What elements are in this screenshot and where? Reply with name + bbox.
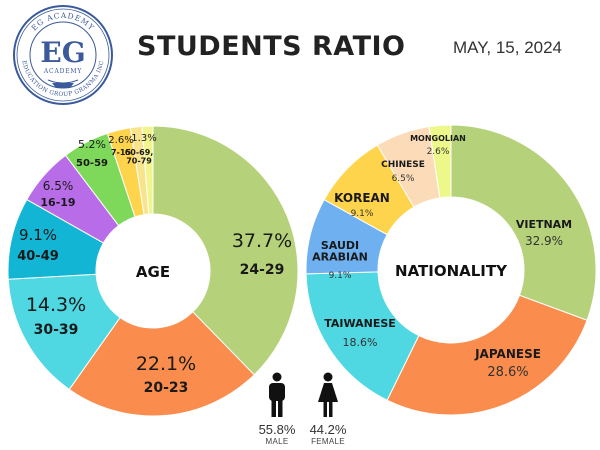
female-label: FEMALE [311, 437, 345, 446]
chart-0-slice-1-label: 20-23 [144, 380, 189, 396]
chart-1-center-label: NATIONALITY [395, 262, 508, 280]
chart-0-slice-3-label: 40-49 [17, 249, 59, 264]
chart-0-slice-4-label: 16-19 [40, 196, 75, 209]
chart-0-slice-3-value: 9.1% [19, 226, 57, 244]
chart-1-center [378, 197, 524, 343]
chart-1-slice-1-value: 28.6% [487, 365, 528, 380]
female-percent: 44.2% [309, 422, 347, 437]
chart-1-slice-4-label: KOREAN [334, 191, 390, 205]
report-date: MAY, 15, 2024 [453, 38, 563, 57]
chart-1-slice-5-value: 6.5% [392, 174, 415, 184]
chart-1-slice-3-label: SAUDI ARABIAN [312, 239, 368, 264]
chart-0-slice-2-value: 14.3% [26, 294, 86, 316]
svg-text:ACADEMY: ACADEMY [43, 68, 82, 75]
chart-1-slice-0-value: 32.9% [525, 234, 563, 248]
chart-0-slice-0-label: 24-29 [240, 262, 285, 278]
chart-0-slice-6-value: 2.6% [108, 135, 133, 146]
chart-0-slice-7-value: 1.3% [131, 133, 156, 144]
eg-academy-logo: EG ACADEMY EDUCATION GROUP GRANMA INC EG… [13, 5, 113, 105]
chart-0-slice-7-label: 60-69, 70-79 [125, 148, 154, 165]
chart-1-slice-4-value: 9.1% [351, 209, 374, 219]
chart-0-slice-5-label: 50-59 [76, 158, 108, 169]
male-percent: 55.8% [258, 422, 296, 437]
chart-1-slice-0-label: VIETNAM [516, 218, 572, 231]
chart-0-slice-6-label: 7-15 [111, 148, 131, 157]
chart-0-center [96, 214, 210, 328]
chart-0-slice-1-value: 22.1% [136, 353, 196, 375]
chart-1-slice-5-label: CHINESE [381, 160, 425, 170]
chart-0-slice-2-label: 30-39 [34, 322, 79, 338]
chart-0-center-label: AGE [136, 263, 170, 281]
page-title: STUDENTS RATIO [137, 31, 406, 62]
female-icon [318, 372, 338, 417]
logo-initials: EG [40, 36, 85, 69]
chart-1-slice-2-value: 18.6% [343, 336, 378, 349]
chart-0-slice-5-value: 5.2% [78, 138, 106, 151]
male-label: MALE [265, 437, 289, 446]
chart-1-slice-2-label: TAIWANESE [324, 317, 396, 330]
chart-1-slice-1-label: JAPANESE [474, 347, 541, 361]
gender-female: 44.2% FEMALE [293, 372, 363, 446]
chart-1-slice-6-label: MONGOLIAN [410, 134, 466, 143]
gender-male: 55.8% MALE [242, 372, 312, 446]
male-icon [269, 372, 285, 417]
chart-0-slice-0-value: 37.7% [232, 230, 292, 252]
chart-0-slice-4-value: 6.5% [43, 179, 74, 193]
chart-1-slice-3-value: 9.1% [329, 271, 352, 281]
chart-1-slice-0 [450, 124, 597, 321]
chart-1-slice-6-value: 2.6% [427, 147, 450, 157]
